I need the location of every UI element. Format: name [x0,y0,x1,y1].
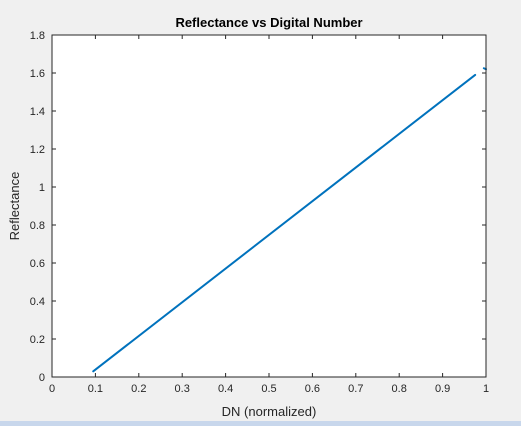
x-tick-label: 0 [49,383,55,395]
status-strip [0,421,521,426]
x-axis-label: DN (normalized) [222,404,317,419]
x-tick-label: 0.6 [305,383,320,395]
x-tick-label: 0.3 [175,383,190,395]
y-tick-label: 1.8 [30,30,45,42]
y-tick-labels: 0 0.2 0.4 0.6 0.8 1 1.2 1.4 1.6 1.8 [30,30,45,384]
x-tick-label: 0.4 [218,383,233,395]
y-tick-label: 1.2 [30,144,45,156]
y-tick-label: 1 [39,182,45,194]
y-tick-label: 0.2 [30,334,45,346]
y-tick-label: 0 [39,372,45,384]
axes-box [51,34,487,378]
series-line-0 [92,73,477,373]
y-axis-label: Reflectance [7,172,22,241]
chart-title: Reflectance vs Digital Number [175,15,362,30]
x-tick-label: 0.7 [348,383,363,395]
x-tick-label: 0.2 [131,383,146,395]
y-tick-label: 0.8 [30,220,45,232]
y-tick-label: 1.6 [30,68,45,80]
y-tick-label: 1.4 [30,106,45,118]
x-tick-label: 0.8 [392,383,407,395]
x-tick-label: 0.5 [261,383,276,395]
y-tick-label: 0.4 [30,296,45,308]
x-tick-label: 0.1 [88,383,103,395]
x-tick-label: 0.9 [435,383,450,395]
y-tick-label: 0.6 [30,258,45,270]
x-tick-label: 1 [483,383,489,395]
plot-area [52,35,486,377]
x-tick-labels: 0 0.1 0.2 0.3 0.4 0.5 0.6 0.7 0.8 0.9 1 [49,383,489,395]
